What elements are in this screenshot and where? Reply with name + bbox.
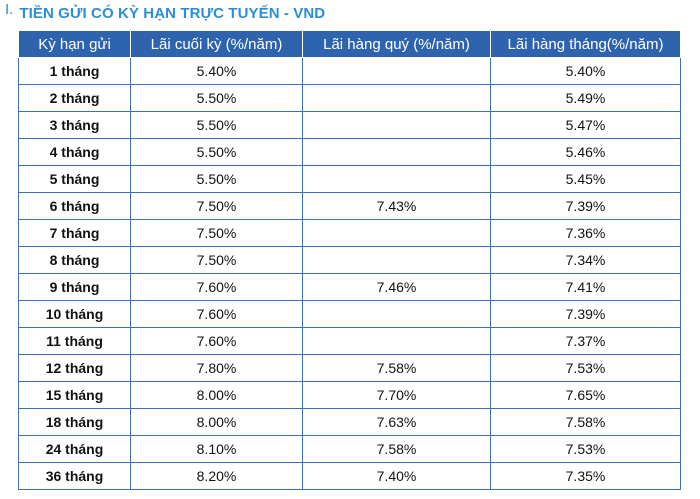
cell-monthly-rate: 5.47% <box>490 111 681 139</box>
table-row: 24 tháng 8.10% 7.58% 7.53% <box>18 435 681 463</box>
cell-quarterly-rate <box>302 84 491 112</box>
cell-term: 24 tháng <box>18 435 131 463</box>
cell-end-of-term-rate: 8.00% <box>130 408 303 436</box>
cell-term: 36 tháng <box>18 462 131 490</box>
cell-end-of-term-rate: 7.50% <box>130 246 303 274</box>
cell-monthly-rate: 7.37% <box>490 327 681 355</box>
cell-quarterly-rate <box>302 111 491 139</box>
cell-term: 18 tháng <box>18 408 131 436</box>
table-row: 7 tháng 7.50% 7.36% <box>18 219 681 247</box>
table-row: 12 tháng 7.80% 7.58% 7.53% <box>18 354 681 382</box>
section-heading: I. TIỀN GỬI CÓ KỲ HẠN TRỰC TUYẾN - VND <box>5 2 325 28</box>
cell-quarterly-rate <box>302 327 491 355</box>
cell-end-of-term-rate: 8.10% <box>130 435 303 463</box>
cell-quarterly-rate: 7.40% <box>302 462 491 490</box>
table-row: 3 tháng 5.50% 5.47% <box>18 111 681 139</box>
cell-end-of-term-rate: 7.50% <box>130 219 303 247</box>
cell-term: 12 tháng <box>18 354 131 382</box>
cell-end-of-term-rate: 7.60% <box>130 273 303 301</box>
cell-term: 9 tháng <box>18 273 131 301</box>
cell-monthly-rate: 7.39% <box>490 192 681 220</box>
table-row: 4 tháng 5.50% 5.46% <box>18 138 681 166</box>
cell-term: 8 tháng <box>18 246 131 274</box>
cell-end-of-term-rate: 5.50% <box>130 165 303 193</box>
cell-term: 3 tháng <box>18 111 131 139</box>
cell-monthly-rate: 7.35% <box>490 462 681 490</box>
cell-end-of-term-rate: 5.40% <box>130 57 303 85</box>
table-row: 6 tháng 7.50% 7.43% 7.39% <box>18 192 681 220</box>
cell-monthly-rate: 5.40% <box>490 57 681 85</box>
cell-end-of-term-rate: 5.50% <box>130 138 303 166</box>
cell-monthly-rate: 5.49% <box>490 84 681 112</box>
cell-monthly-rate: 5.46% <box>490 138 681 166</box>
cell-monthly-rate: 7.53% <box>490 354 681 382</box>
cell-quarterly-rate <box>302 300 491 328</box>
cell-quarterly-rate <box>302 219 491 247</box>
cell-quarterly-rate: 7.43% <box>302 192 491 220</box>
cell-end-of-term-rate: 8.00% <box>130 381 303 409</box>
cell-term: 2 tháng <box>18 84 131 112</box>
cell-end-of-term-rate: 7.60% <box>130 300 303 328</box>
table-row: 5 tháng 5.50% 5.45% <box>18 165 681 193</box>
cell-end-of-term-rate: 5.50% <box>130 111 303 139</box>
cell-quarterly-rate <box>302 246 491 274</box>
cell-monthly-rate: 7.39% <box>490 300 681 328</box>
cell-monthly-rate: 7.65% <box>490 381 681 409</box>
cell-monthly-rate: 7.36% <box>490 219 681 247</box>
table-row: 10 tháng 7.60% 7.39% <box>18 300 681 328</box>
table-row: 36 tháng 8.20% 7.40% 7.35% <box>18 462 681 490</box>
cell-term: 5 tháng <box>18 165 131 193</box>
cell-quarterly-rate: 7.70% <box>302 381 491 409</box>
cell-end-of-term-rate: 7.80% <box>130 354 303 382</box>
table-body: 1 tháng 5.40% 5.40% 2 tháng 5.50% 5.49% 3 thán… <box>18 57 681 490</box>
table-row: 15 tháng 8.00% 7.70% 7.65% <box>18 381 681 409</box>
cell-monthly-rate: 7.41% <box>490 273 681 301</box>
table-row: 8 tháng 7.50% 7.34% <box>18 246 681 274</box>
cell-term: 15 tháng <box>18 381 131 409</box>
cell-term: 4 tháng <box>18 138 131 166</box>
table-row: 1 tháng 5.40% 5.40% <box>18 57 681 85</box>
cell-term: 11 tháng <box>18 327 131 355</box>
table-row: 11 tháng 7.60% 7.37% <box>18 327 681 355</box>
interest-rate-table: Kỳ hạn gửi Lãi cuối kỳ (%/năm) Lãi hàng … <box>18 30 681 490</box>
table-row: 18 tháng 8.00% 7.63% 7.58% <box>18 408 681 436</box>
header-quarterly-rate: Lãi hàng quý (%/năm) <box>302 30 491 58</box>
cell-end-of-term-rate: 8.20% <box>130 462 303 490</box>
section-number: I. <box>5 1 14 18</box>
cell-term: 10 tháng <box>18 300 131 328</box>
cell-quarterly-rate: 7.46% <box>302 273 491 301</box>
cell-monthly-rate: 7.53% <box>490 435 681 463</box>
cell-term: 1 tháng <box>18 57 131 85</box>
cell-quarterly-rate <box>302 138 491 166</box>
cell-monthly-rate: 7.58% <box>490 408 681 436</box>
cell-monthly-rate: 7.34% <box>490 246 681 274</box>
table-header-row: Kỳ hạn gửi Lãi cuối kỳ (%/năm) Lãi hàng … <box>18 30 681 58</box>
table-row: 9 tháng 7.60% 7.46% 7.41% <box>18 273 681 301</box>
cell-term: 6 tháng <box>18 192 131 220</box>
cell-quarterly-rate <box>302 57 491 85</box>
cell-quarterly-rate <box>302 165 491 193</box>
cell-quarterly-rate: 7.63% <box>302 408 491 436</box>
cell-end-of-term-rate: 7.50% <box>130 192 303 220</box>
header-term: Kỳ hạn gửi <box>18 30 131 58</box>
cell-end-of-term-rate: 5.50% <box>130 84 303 112</box>
cell-quarterly-rate: 7.58% <box>302 435 491 463</box>
cell-end-of-term-rate: 7.60% <box>130 327 303 355</box>
cell-monthly-rate: 5.45% <box>490 165 681 193</box>
cell-quarterly-rate: 7.58% <box>302 354 491 382</box>
header-end-of-term-rate: Lãi cuối kỳ (%/năm) <box>130 30 303 58</box>
section-title: TIỀN GỬI CÓ KỲ HẠN TRỰC TUYẾN - VND <box>19 5 326 22</box>
table-row: 2 tháng 5.50% 5.49% <box>18 84 681 112</box>
cell-term: 7 tháng <box>18 219 131 247</box>
header-monthly-rate: Lãi hàng tháng(%/năm) <box>490 30 681 58</box>
